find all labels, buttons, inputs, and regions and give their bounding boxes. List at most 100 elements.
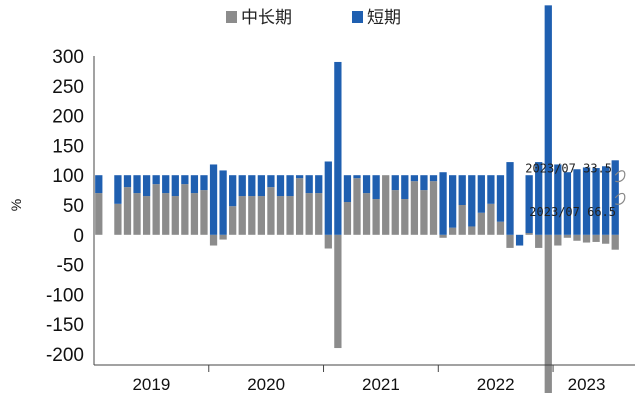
annotation-short-term: 2023/07 66.5 [529, 205, 616, 219]
bar-long-term [506, 234, 514, 248]
bar-long-term [267, 187, 275, 235]
bar-short-term [133, 175, 141, 194]
x-tick-label: 2023 [568, 375, 606, 393]
bar-short-term [592, 168, 600, 235]
bar-short-term [515, 234, 524, 246]
bar-long-term [171, 196, 179, 235]
bar-long-term [286, 196, 294, 235]
bar-short-term [391, 175, 399, 191]
y-tick-label: 100 [52, 166, 84, 187]
y-tick-label: 300 [52, 47, 84, 68]
bar-long-term [334, 234, 342, 349]
bar-short-term [449, 175, 457, 228]
bar-long-term [401, 199, 409, 235]
bar-long-term [295, 178, 304, 235]
bar-long-term [582, 234, 591, 243]
x-tick-label: 2019 [132, 375, 170, 393]
bar-short-term [410, 175, 419, 182]
bar-long-term [142, 196, 151, 235]
bar-long-term [133, 193, 141, 235]
bar-short-term [573, 169, 581, 235]
y-tick-label: -100 [46, 285, 84, 306]
bar-long-term [229, 206, 237, 235]
bar-short-term [525, 175, 533, 234]
bar-short-term [343, 175, 352, 203]
bar-short-term [295, 175, 304, 179]
bar-long-term [219, 234, 227, 240]
bar-long-term [181, 184, 189, 235]
bar-short-term [114, 175, 122, 204]
annotations: 2023/07 33.5 2023/07 66.5 [525, 161, 626, 219]
bar-short-term [209, 164, 218, 235]
bar-short-term [372, 175, 380, 200]
bar-long-term [429, 181, 438, 235]
bar-short-term [229, 175, 237, 207]
legend-label-long-term: 中长期 [241, 8, 292, 28]
bar-long-term [257, 196, 265, 235]
bar-long-term [449, 227, 457, 235]
bar-long-term [162, 193, 170, 235]
bar-short-term [267, 175, 275, 188]
bar-long-term [535, 234, 543, 248]
bar-long-term [248, 196, 256, 235]
y-tick-label: -50 [57, 256, 84, 277]
bar-long-term [200, 190, 208, 235]
x-axis-ticks: 2019 2020 2021 2022 2023 [132, 365, 605, 393]
bar-short-term [190, 175, 199, 194]
bar-long-term [114, 203, 122, 235]
bar-short-term [286, 175, 294, 197]
bar-short-term [305, 175, 313, 194]
bar-short-term [324, 161, 332, 235]
bar-short-term [602, 166, 610, 235]
legend-label-short-term: 短期 [367, 8, 401, 28]
bar-short-term [439, 172, 447, 235]
bar-short-term [429, 175, 438, 182]
bar-long-term [420, 190, 428, 235]
y-tick-label: -200 [46, 345, 84, 366]
bar-long-term [343, 202, 352, 235]
bar-long-term [362, 193, 371, 235]
annotation-callout [614, 170, 626, 183]
y-tick-label: 50 [63, 196, 84, 217]
bar-long-term [315, 193, 323, 235]
bar-short-term [401, 175, 409, 200]
bar-long-term [592, 234, 600, 242]
bar-long-term [477, 212, 485, 235]
bar-short-term [487, 175, 495, 204]
y-axis-ticks: -200 -150 -100 -50 0 50 100 150 200 250 300 [46, 47, 84, 366]
bar-long-term [152, 184, 160, 235]
bar-short-term [506, 162, 514, 235]
bar-short-term [95, 175, 103, 194]
bar-long-term [305, 193, 313, 235]
x-tick-label: 2020 [247, 375, 285, 393]
bar-short-term [353, 175, 361, 179]
bar-short-term [238, 175, 246, 197]
bar-long-term [554, 234, 562, 246]
bar-long-term [276, 196, 285, 235]
legend: 中长期 短期 [226, 8, 401, 28]
bar-short-term [142, 175, 151, 197]
bar-long-term [391, 190, 399, 235]
bar-short-term [181, 175, 189, 185]
bar-long-term [372, 199, 380, 235]
bar-short-term [257, 175, 265, 197]
bar-long-term [410, 181, 419, 235]
bar-long-term [324, 234, 332, 249]
bar-short-term [496, 175, 505, 222]
bar-long-term [496, 221, 505, 235]
legend-swatch-short-term [352, 11, 363, 23]
bar-short-term [248, 175, 256, 197]
bar-long-term [382, 175, 390, 235]
bar-long-term [602, 234, 610, 244]
y-tick-label: -150 [46, 315, 84, 336]
bar-long-term [573, 234, 581, 241]
bar-short-term [171, 175, 179, 197]
bar-long-term [209, 234, 218, 246]
legend-swatch-long-term [226, 11, 237, 23]
bar-short-term [544, 5, 552, 235]
bars [95, 5, 619, 393]
y-tick-label: 0 [73, 226, 84, 247]
bar-short-term [477, 175, 485, 213]
y-axis-label: % [8, 199, 24, 211]
